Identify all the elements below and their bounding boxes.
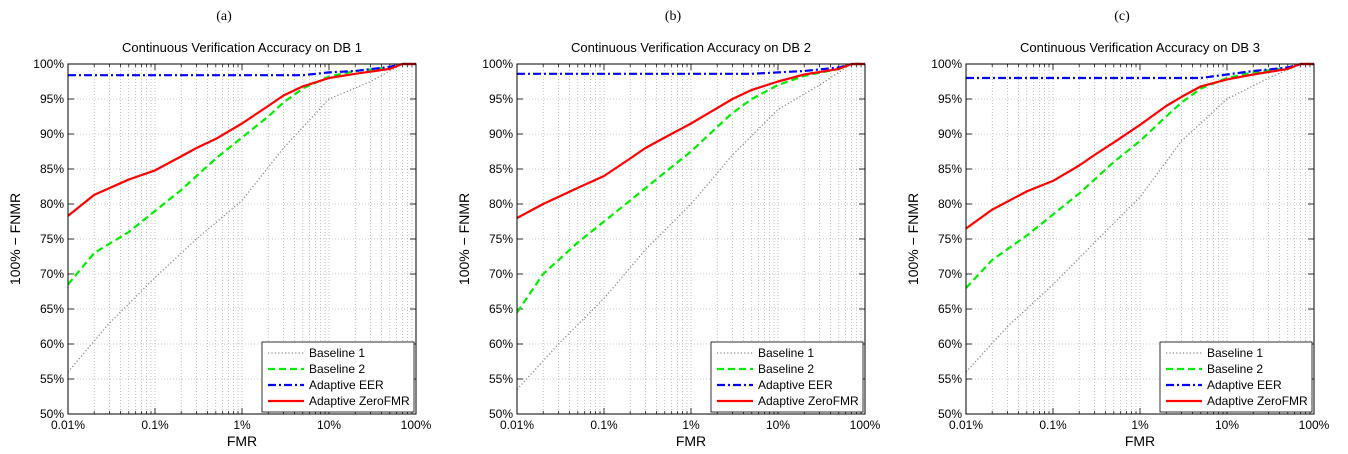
y-tick-label: 90% <box>489 127 513 141</box>
chart-title: Continuous Verification Accuracy on DB 3 <box>1020 40 1260 55</box>
x-tick-label: 10% <box>1215 418 1239 432</box>
axes-frame <box>67 63 417 415</box>
axes-frame <box>965 63 1315 415</box>
legend: Baseline 1 Baseline 2 Adaptive EER Adaptive… <box>261 341 415 413</box>
chart-panel-c: (c) Continuous Verification Accuracy on D… <box>898 0 1347 454</box>
x-tick-label: 1% <box>233 418 251 432</box>
x-tick-label: 100% <box>850 418 881 432</box>
chart-title: Continuous Verification Accuracy on DB 2 <box>571 40 811 55</box>
y-tick-label: 90% <box>40 127 64 141</box>
y-tick-label: 65% <box>40 302 64 316</box>
y-tick-label: 100% <box>931 57 962 71</box>
y-tick-label: 80% <box>40 197 64 211</box>
y-tick-label: 75% <box>40 232 64 246</box>
series-line-adaptive-eer <box>68 62 416 77</box>
series-line-baseline-1 <box>68 63 416 373</box>
y-tick-label: 100% <box>482 57 513 71</box>
x-axis-label: FMR <box>1125 433 1155 449</box>
x-tick-label: 10% <box>317 418 341 432</box>
y-tick-label: 55% <box>40 372 64 386</box>
chart-caption: (b) <box>665 9 682 24</box>
legend-label: Baseline 2 <box>1207 362 1263 376</box>
series-line-adaptive-zerofmr <box>517 62 865 219</box>
y-axis-label: 100% − FNMR <box>456 193 472 285</box>
x-axis-label: FMR <box>227 433 257 449</box>
chart-a: (a) Continuous Verification Accuracy on D… <box>7 9 432 449</box>
y-axis-label: 100% − FNMR <box>7 193 23 285</box>
y-tick-label: 60% <box>938 337 962 351</box>
axes-frame <box>516 63 866 415</box>
series-line-baseline-1 <box>517 63 865 390</box>
legend-label: Adaptive EER <box>1207 378 1282 392</box>
legend-label: Baseline 2 <box>758 362 814 376</box>
x-tick-label: 0.01% <box>51 418 85 432</box>
legend-label: Baseline 1 <box>758 346 814 360</box>
y-tick-label: 55% <box>938 372 962 386</box>
y-tick-label: 85% <box>489 162 513 176</box>
y-tick-label: 85% <box>938 162 962 176</box>
legend-label: Adaptive ZeroFMR <box>1207 394 1308 408</box>
legend-label: Baseline 1 <box>1207 346 1263 360</box>
legend-label: Adaptive ZeroFMR <box>758 394 859 408</box>
ticks: 0.01% 0.1% 1% 10% 100% 50% 55% 60% 65% 70% 75% 80% 8… <box>33 57 431 432</box>
y-tick-label: 70% <box>489 267 513 281</box>
series-line-adaptive-eer <box>517 62 865 75</box>
chart-caption: (c) <box>1114 9 1130 24</box>
y-tick-label: 95% <box>489 92 513 106</box>
x-tick-label: 0.1% <box>141 418 169 432</box>
legend: Baseline 1 Baseline 2 Adaptive EER Adaptive… <box>710 341 864 413</box>
x-tick-label: 1% <box>682 418 700 432</box>
legend-label: Baseline 1 <box>309 346 365 360</box>
y-tick-label: 55% <box>489 372 513 386</box>
legend-label: Adaptive EER <box>758 378 833 392</box>
y-tick-label: 85% <box>40 162 64 176</box>
ticks: 0.01% 0.1% 1% 10% 100% 50% 55% 60% 65% 70% 75% 80% 8… <box>931 57 1329 432</box>
y-tick-label: 95% <box>938 92 962 106</box>
chart-c: (c) Continuous Verification Accuracy on D… <box>905 9 1330 449</box>
y-tick-label: 50% <box>938 407 962 421</box>
y-tick-label: 80% <box>489 197 513 211</box>
x-tick-label: 100% <box>1299 418 1330 432</box>
x-tick-label: 0.01% <box>949 418 983 432</box>
y-tick-label: 50% <box>489 407 513 421</box>
x-tick-label: 100% <box>401 418 432 432</box>
x-tick-label: 0.1% <box>590 418 618 432</box>
chart-caption: (a) <box>216 9 232 24</box>
y-tick-label: 90% <box>938 127 962 141</box>
legend: Baseline 1 Baseline 2 Adaptive EER Adaptive… <box>1159 341 1313 413</box>
y-tick-label: 75% <box>938 232 962 246</box>
legend-label: Adaptive EER <box>309 378 384 392</box>
y-tick-label: 60% <box>489 337 513 351</box>
y-tick-label: 100% <box>33 57 64 71</box>
chart-panel-b: (b) Continuous Verification Accuracy on D… <box>449 0 898 454</box>
chart-panel-a: (a) Continuous Verification Accuracy on D… <box>0 0 449 454</box>
chart-b: (b) Continuous Verification Accuracy on D… <box>456 9 881 449</box>
x-tick-label: 0.1% <box>1039 418 1067 432</box>
y-tick-label: 60% <box>40 337 64 351</box>
y-tick-label: 65% <box>489 302 513 316</box>
chart-title: Continuous Verification Accuracy on DB 1 <box>122 40 362 55</box>
y-tick-label: 95% <box>40 92 64 106</box>
y-tick-label: 80% <box>938 197 962 211</box>
x-tick-label: 0.01% <box>500 418 534 432</box>
y-tick-label: 75% <box>489 232 513 246</box>
y-tick-label: 70% <box>40 267 64 281</box>
x-axis-label: FMR <box>676 433 706 449</box>
series-group <box>68 62 416 373</box>
series-line-baseline-1 <box>966 63 1314 373</box>
series-group <box>517 62 865 390</box>
y-axis-label: 100% − FNMR <box>905 193 921 285</box>
legend-label: Baseline 2 <box>309 362 365 376</box>
y-tick-label: 65% <box>938 302 962 316</box>
series-line-adaptive-zerofmr <box>966 62 1314 230</box>
y-tick-label: 50% <box>40 407 64 421</box>
series-group <box>966 62 1314 373</box>
legend-label: Adaptive ZeroFMR <box>309 394 410 408</box>
x-tick-label: 1% <box>1131 418 1149 432</box>
x-tick-label: 10% <box>766 418 790 432</box>
y-tick-label: 70% <box>938 267 962 281</box>
series-line-adaptive-zerofmr <box>68 62 416 217</box>
